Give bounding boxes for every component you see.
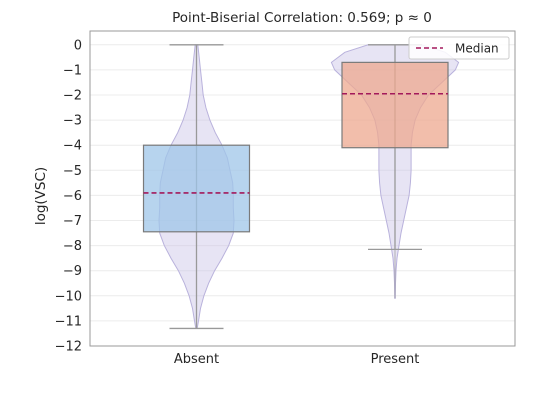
y-tick-label: −7	[63, 214, 82, 229]
legend-median-label: Median	[455, 42, 499, 56]
chart-title: Point-Biserial Correlation: 0.569; p ≈ 0	[172, 10, 432, 26]
legend-box	[408, 36, 510, 60]
y-tick-label: −11	[55, 314, 82, 329]
y-tick-label: −2	[63, 89, 82, 104]
plot-frame	[89, 30, 516, 347]
y-tick-label: −5	[63, 164, 82, 179]
x-tick-label: Absent	[174, 352, 219, 367]
y-tick-label: −12	[55, 340, 82, 355]
box-present	[341, 61, 449, 149]
y-tick-label: −6	[63, 189, 82, 204]
y-axis-label: log(VSC)	[33, 167, 49, 225]
y-tick-label: −8	[63, 239, 82, 254]
box-absent	[142, 144, 251, 233]
y-tick-label: −3	[63, 114, 82, 129]
y-tick-label: 0	[74, 38, 82, 53]
y-tick-label: −9	[63, 264, 82, 279]
box-layer	[142, 44, 449, 330]
legend: Median	[408, 36, 510, 60]
axis-layer: 0 −1 −2 −3 −4 −5 −6 −7 −8 −9 −10 −11 −12 Absent Presen…	[55, 38, 420, 367]
y-tick-label: −4	[63, 139, 82, 154]
y-tick-label: −10	[55, 289, 82, 304]
y-tick-label: −1	[63, 63, 82, 78]
x-tick-label: Present	[371, 352, 420, 367]
